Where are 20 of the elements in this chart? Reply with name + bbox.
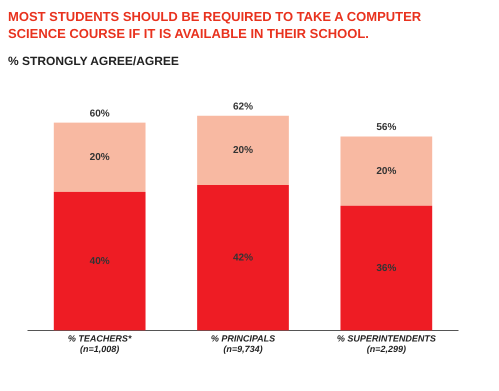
bar bbox=[340, 136, 432, 206]
bar bbox=[197, 184, 289, 330]
bar bbox=[340, 206, 432, 330]
data-label: 42% bbox=[232, 252, 254, 264]
bar bbox=[197, 116, 289, 185]
x-tick-label: % TEACHERS* (n=1,008) bbox=[68, 333, 132, 354]
data-label: 20% bbox=[376, 166, 396, 177]
data-label: 20% bbox=[90, 152, 110, 164]
bar bbox=[54, 122, 146, 192]
chart-title: MOST STUDENTS SHOULD BE REQUIRED TO TAKE A COMPUTER SCIENCE COURSE IF IT IS AVAILABLE IN THEIR SCHOOL. bbox=[8, 8, 422, 42]
x-tick-label: % PRINCIPALS (n=9,734) bbox=[210, 333, 276, 354]
chart-subtitle: % STRONGLY AGREE/AGREE bbox=[8, 54, 180, 68]
total-label: 60% bbox=[90, 108, 110, 120]
data-label: 36% bbox=[376, 262, 396, 274]
data-label: 40% bbox=[90, 256, 110, 267]
bar bbox=[54, 192, 146, 330]
total-label: 62% bbox=[232, 101, 254, 112]
total-label: 56% bbox=[376, 122, 396, 134]
x-tick-label: % SUPERINTENDENTS (n=2,299) bbox=[336, 333, 436, 354]
data-label: 20% bbox=[232, 145, 254, 156]
